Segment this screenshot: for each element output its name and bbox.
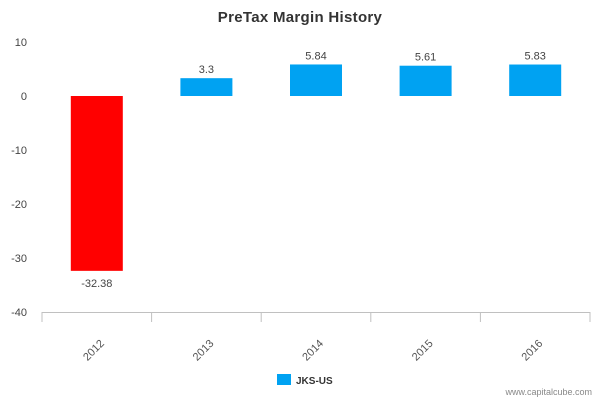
watermark: www.capitalcube.com [504, 387, 592, 397]
y-tick-label: -30 [11, 253, 27, 265]
data-label-2015: 5.61 [415, 52, 436, 64]
data-label-2014: 5.84 [305, 50, 326, 62]
bar-2012[interactable] [70, 96, 123, 271]
y-tick-label: -10 [11, 145, 27, 157]
x-tick-label: 2012 [81, 338, 107, 364]
bar-2013[interactable] [180, 78, 233, 96]
bar-2016[interactable] [509, 64, 562, 96]
legend-swatch-jks-us [277, 374, 291, 385]
data-label-2012: -32.38 [81, 278, 112, 290]
x-axis: 2012 2013 2014 2015 2016 [41, 312, 591, 364]
data-label-2013: 3.3 [199, 64, 214, 76]
y-tick-label: 0 [21, 91, 27, 103]
legend[interactable]: JKS-US [277, 374, 333, 387]
chart-title: PreTax Margin History [218, 9, 383, 26]
legend-label-jks-us: JKS-US [296, 376, 333, 387]
y-tick-label: -40 [11, 307, 27, 319]
data-label-2016: 5.83 [524, 51, 545, 63]
x-tick-label: 2014 [300, 338, 326, 364]
y-tick-label: -20 [11, 199, 27, 211]
x-tick-label: 2015 [410, 338, 436, 364]
x-tick-label: 2013 [191, 338, 217, 364]
data-labels: -32.38 3.3 5.84 5.61 5.83 [81, 50, 546, 289]
y-tick-label: 10 [15, 37, 27, 49]
bars [70, 64, 562, 271]
x-tick-label: 2016 [520, 338, 546, 364]
y-axis: 10 0 -10 -20 -30 -40 [11, 37, 27, 319]
bar-2014[interactable] [290, 64, 342, 96]
bar-2015[interactable] [399, 65, 452, 96]
